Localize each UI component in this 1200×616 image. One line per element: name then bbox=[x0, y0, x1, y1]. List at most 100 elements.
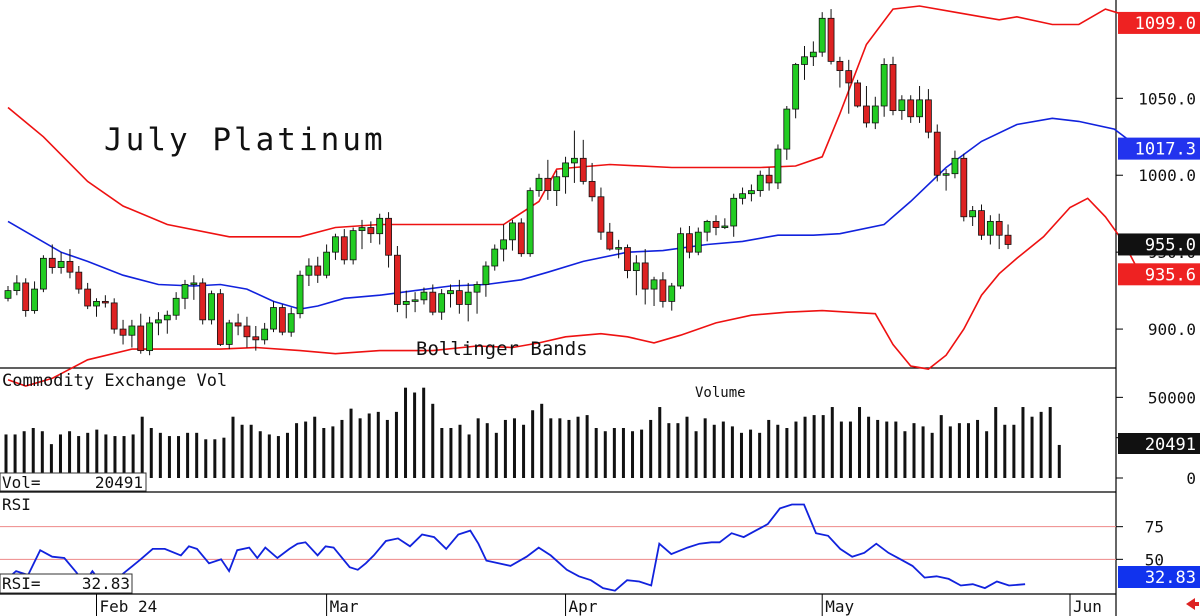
volume-bar bbox=[113, 436, 117, 478]
volume-badge bbox=[1118, 433, 1200, 454]
candle-body bbox=[978, 210, 985, 236]
volume-bar bbox=[204, 439, 208, 478]
candle bbox=[597, 187, 605, 240]
lower-band-badge-label: 935.6 bbox=[1145, 265, 1196, 285]
candle bbox=[686, 226, 693, 259]
volume-bar bbox=[104, 434, 108, 478]
candle bbox=[668, 282, 676, 311]
volume-bar bbox=[739, 432, 743, 478]
candle-body bbox=[995, 220, 1003, 236]
candle-body bbox=[739, 193, 746, 199]
scroll-left-icon-tail[interactable] bbox=[1191, 602, 1199, 606]
candle bbox=[13, 275, 21, 296]
volume-bar bbox=[231, 416, 235, 478]
candle-body bbox=[969, 210, 977, 218]
candle bbox=[40, 255, 47, 293]
last-price-badge bbox=[1118, 233, 1200, 256]
candle bbox=[916, 86, 923, 123]
volume-bar bbox=[848, 421, 852, 478]
candle-body bbox=[792, 64, 800, 110]
date-axis: Feb 24 Mar Apr May Jun bbox=[96, 594, 1102, 616]
candle bbox=[730, 193, 738, 237]
candle bbox=[774, 144, 782, 190]
candle-body bbox=[261, 328, 269, 341]
volume-bar bbox=[821, 415, 825, 478]
candle bbox=[110, 298, 118, 334]
volume-bar bbox=[957, 423, 961, 478]
candle-body bbox=[509, 222, 516, 241]
candle bbox=[128, 319, 136, 348]
volume-bar bbox=[413, 392, 417, 478]
volume-bar bbox=[712, 424, 716, 478]
candle-body bbox=[22, 282, 30, 312]
volume-bar bbox=[404, 387, 408, 478]
volume-bar bbox=[177, 436, 181, 478]
volume-bar bbox=[858, 407, 862, 478]
candle bbox=[889, 56, 897, 116]
candle bbox=[455, 279, 463, 314]
candle-body bbox=[827, 17, 835, 62]
date-tick-label: May bbox=[825, 597, 854, 616]
volume-bar bbox=[285, 432, 289, 478]
candle bbox=[641, 249, 649, 305]
volume-bar bbox=[1003, 424, 1007, 478]
rsi-line bbox=[0, 503, 1116, 592]
candle bbox=[925, 89, 932, 139]
volume-bar bbox=[749, 429, 753, 478]
candle-body bbox=[597, 196, 605, 233]
candle bbox=[615, 239, 623, 259]
volume-bar bbox=[13, 434, 17, 478]
volume-bar bbox=[730, 426, 734, 478]
candle bbox=[119, 319, 127, 345]
middle-band-badge-label: 1017.3 bbox=[1135, 140, 1196, 160]
scroll-left-icon[interactable] bbox=[1186, 598, 1195, 610]
volume-bar bbox=[649, 419, 653, 478]
candle-body bbox=[332, 236, 339, 253]
candle-body bbox=[455, 290, 463, 305]
rsi-readout-label: RSI= bbox=[2, 574, 41, 593]
candle-body bbox=[809, 51, 817, 58]
candle-body bbox=[960, 157, 968, 218]
rsi-readout-value: 32.83 bbox=[82, 574, 130, 593]
candle bbox=[190, 275, 198, 300]
candle-body bbox=[721, 225, 729, 229]
volume-bar bbox=[1039, 411, 1043, 478]
candle-body bbox=[172, 297, 180, 316]
candle-body bbox=[517, 222, 525, 255]
volume-bar bbox=[77, 436, 81, 478]
candle bbox=[296, 270, 304, 319]
candle-body bbox=[1004, 234, 1012, 245]
candle-body bbox=[225, 322, 233, 345]
rsi-badge bbox=[1118, 566, 1200, 588]
volume-bar bbox=[440, 428, 444, 478]
candle-body bbox=[305, 265, 313, 276]
candle bbox=[84, 282, 92, 310]
candle-body bbox=[137, 325, 145, 352]
candle-body bbox=[358, 227, 366, 232]
volume-bar bbox=[830, 407, 834, 478]
candle-body bbox=[367, 227, 375, 235]
candle bbox=[650, 276, 658, 306]
candle bbox=[314, 256, 322, 283]
candle-body bbox=[703, 220, 711, 233]
candle-body bbox=[482, 265, 490, 285]
candle bbox=[677, 227, 684, 290]
volume-bar bbox=[385, 419, 389, 478]
candle bbox=[287, 307, 295, 337]
volume-bar bbox=[948, 426, 952, 478]
candle bbox=[978, 204, 985, 240]
candle bbox=[588, 162, 596, 202]
candle-body bbox=[190, 282, 198, 285]
candle bbox=[792, 62, 800, 119]
price-tick-label: 1050.0 bbox=[1138, 89, 1196, 108]
candle-body bbox=[84, 288, 92, 307]
volume-bar bbox=[803, 416, 807, 478]
candle-body bbox=[13, 282, 21, 292]
price-tick-label: 900.0 bbox=[1148, 320, 1196, 339]
candle-body bbox=[650, 279, 658, 290]
candle-body bbox=[579, 157, 587, 182]
candle bbox=[385, 212, 392, 268]
candle-body bbox=[385, 217, 392, 256]
